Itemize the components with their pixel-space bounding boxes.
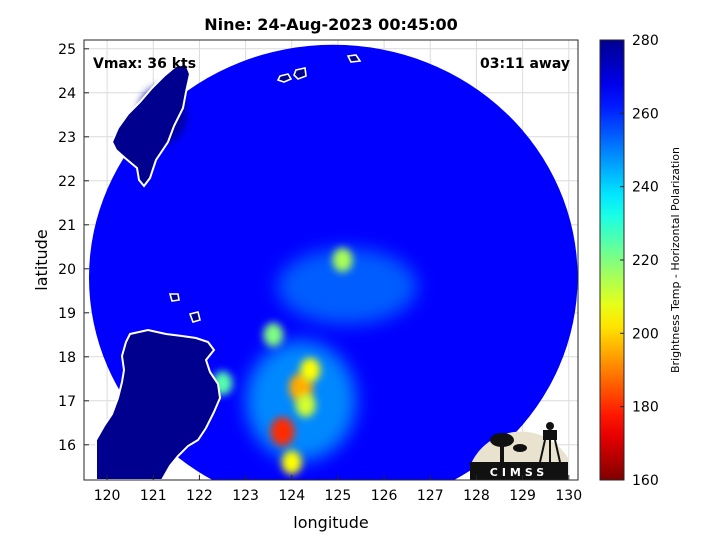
x-tick-label: 128 <box>463 488 490 504</box>
tb-feature-7 <box>295 393 316 418</box>
colorbar-tick-label: 220 <box>632 253 659 269</box>
coastline-islet-2 <box>293 67 307 80</box>
colorbar-tick-label: 240 <box>632 180 659 196</box>
coastline-batanes <box>168 293 180 302</box>
y-tick-label: 21 <box>58 218 76 234</box>
time-away-label: 03:11 away <box>480 56 570 72</box>
coastline-islet-3 <box>346 54 362 63</box>
y-tick-label: 20 <box>58 262 76 278</box>
x-tick-label: 130 <box>555 488 582 504</box>
radar-dish-icon <box>490 433 514 447</box>
y-tick-label: 23 <box>58 130 76 146</box>
water-tower-icon <box>543 430 557 440</box>
x-tick-label: 120 <box>94 488 121 504</box>
tb-feature-5 <box>263 322 284 347</box>
map-layer: CIMSS <box>89 44 578 480</box>
tb-feature-0 <box>270 417 295 446</box>
coastline-islet-1 <box>276 73 293 83</box>
colorbar-tick-label: 280 <box>632 33 659 49</box>
cimss-logo: CIMSS <box>470 422 568 480</box>
y-tick-label: 24 <box>58 86 76 102</box>
x-tick-label: 129 <box>509 488 536 504</box>
logo-text: CIMSS <box>490 466 548 479</box>
colorbar-tick-label: 260 <box>632 106 659 122</box>
colorbar-ticks: 280 260 240 220 200 180 160 <box>620 33 659 489</box>
axis-ticks: 120 121 122 123 124 125 126 127 128 129 130 16 17 18 1… <box>58 42 582 504</box>
tb-feature-4 <box>332 248 353 272</box>
x-tick-label: 127 <box>417 488 444 504</box>
x-tick-label: 123 <box>232 488 259 504</box>
coastline-babuyan <box>188 311 201 323</box>
axes-frame <box>83 39 579 481</box>
rainband <box>277 248 418 325</box>
coastline-taiwan <box>110 62 192 188</box>
y-tick-label: 16 <box>58 438 76 454</box>
tb-feature-2 <box>300 358 321 382</box>
colorbar-tick-label: 180 <box>632 400 659 416</box>
y-axis-label: latitude <box>32 229 51 290</box>
x-tick-label: 121 <box>140 488 167 504</box>
colorbar-label: Brightness Temp - Horizontal Polarizatio… <box>669 147 682 373</box>
y-tick-label: 17 <box>58 394 76 410</box>
coastlines <box>95 54 362 480</box>
vmax-label: Vmax: 36 kts <box>93 56 196 72</box>
y-tick-label: 22 <box>58 174 76 190</box>
coastline-luzon <box>95 328 222 480</box>
y-tick-label: 25 <box>58 42 76 58</box>
radar-dish-small-icon <box>513 444 527 452</box>
x-tick-label: 124 <box>278 488 305 504</box>
y-tick-label: 19 <box>58 306 76 322</box>
colorbar-tick-label: 160 <box>632 473 659 489</box>
x-tick-label: 126 <box>371 488 398 504</box>
plot-title: Nine: 24-Aug-2023 00:45:00 <box>204 15 458 34</box>
x-axis-label: longitude <box>293 513 368 532</box>
x-tick-label: 125 <box>325 488 352 504</box>
x-tick-label: 122 <box>186 488 213 504</box>
colorbar-tick-label: 200 <box>632 326 659 342</box>
tb-feature-3 <box>281 450 302 475</box>
y-tick-label: 18 <box>58 350 76 366</box>
